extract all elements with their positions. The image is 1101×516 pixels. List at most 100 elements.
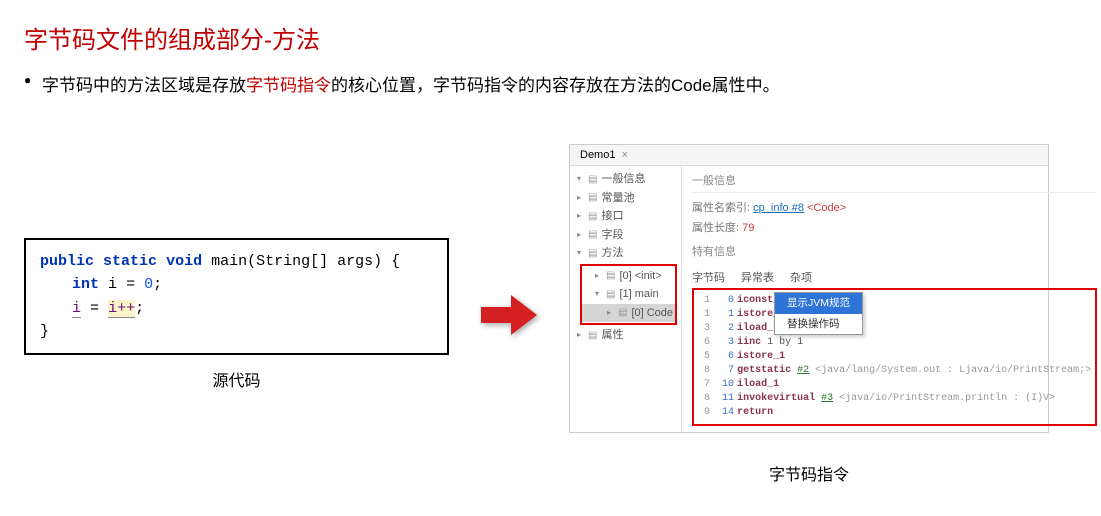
folder-icon: ▤ xyxy=(588,328,597,343)
eq2: = xyxy=(90,300,99,317)
bc-cmt: <java/io/PrintStream.println : (I)V> xyxy=(833,393,1055,404)
var-i-lhs: i xyxy=(72,300,81,318)
semi2: ; xyxy=(135,300,144,317)
bc-op: invokevirtual xyxy=(737,393,815,404)
tree-label: 接口 xyxy=(601,208,623,225)
tree-label: 方法 xyxy=(601,245,623,262)
kw-int: int xyxy=(72,276,99,293)
menu-replace-opcode[interactable]: 替换操作码 xyxy=(775,314,862,335)
tab-bytecode[interactable]: 字节码 xyxy=(692,269,725,285)
bc-ref[interactable]: #2 xyxy=(797,365,809,376)
bc-op: return xyxy=(737,407,773,418)
bc-line-no: 8 xyxy=(700,392,710,406)
bc-line-no: 5 xyxy=(700,350,710,364)
special-info-label: 特有信息 xyxy=(692,243,1097,259)
right-heading: 一般信息 xyxy=(692,172,1097,193)
attr-tag: <Code> xyxy=(807,202,846,214)
folder-icon: ▤ xyxy=(588,190,597,205)
method-name: main xyxy=(211,253,247,270)
attr-len-value: 79 xyxy=(742,222,754,234)
attr-len-label: 属性长度: xyxy=(692,222,739,234)
bc-line-no: 1 xyxy=(700,308,710,322)
content-row: public static void main(String[] args) {… xyxy=(24,144,1077,485)
bc-pc: 10 xyxy=(716,378,734,392)
bc-op: iinc xyxy=(737,337,761,348)
tree-label: 属性 xyxy=(601,327,623,344)
tree-item[interactable]: ▸▤字段 xyxy=(572,226,679,245)
source-caption: 源代码 xyxy=(212,367,260,391)
bullet-highlight: 字节码指令 xyxy=(246,76,331,95)
method-args: (String[] args) { xyxy=(247,253,400,270)
folder-icon: ▤ xyxy=(588,227,597,242)
ide-tab[interactable]: Demo1 × xyxy=(570,145,1048,166)
source-code-block: public static void main(String[] args) {… xyxy=(24,238,449,355)
tree-item[interactable]: ▸▤属性 xyxy=(572,326,679,345)
tree-item[interactable]: ▸▤[0] <init> xyxy=(582,267,675,286)
close-icon[interactable]: × xyxy=(621,149,627,161)
bc-line-no: 8 xyxy=(700,364,710,378)
arrow-icon xyxy=(479,293,539,337)
bc-pc: 2 xyxy=(716,322,734,336)
attr-name-label: 属性名索引: xyxy=(692,202,750,214)
bc-cmt: <java/lang/System.out : Ljava/io/PrintSt… xyxy=(809,365,1091,376)
bullet-pre: 字节码中的方法区域是存放 xyxy=(42,76,246,95)
context-menu[interactable]: 显示JVM规范 替换操作码 xyxy=(774,292,863,335)
bc-op: iload_1 xyxy=(737,379,779,390)
semi1: ; xyxy=(153,276,162,293)
tree-label: [0] <init> xyxy=(619,268,661,285)
folder-icon: ▤ xyxy=(588,172,597,187)
tree-item[interactable]: ▾▤[1] main xyxy=(582,285,675,304)
kw-static: static xyxy=(103,253,157,270)
menu-show-jvm-spec[interactable]: 显示JVM规范 xyxy=(775,293,862,314)
tree-label: [0] Code xyxy=(631,305,673,322)
bc-line-no: 6 xyxy=(700,336,710,350)
folder-icon: ▤ xyxy=(618,305,627,320)
right-tabs: 字节码 异常表 杂项 xyxy=(692,265,1097,289)
bc-pc: 1 xyxy=(716,308,734,322)
folder-icon: ▤ xyxy=(606,287,615,302)
bc-line-no: 9 xyxy=(700,406,710,420)
var-ipp: i++ xyxy=(108,300,135,318)
tree-item[interactable]: ▸▤接口 xyxy=(572,207,679,226)
bc-rest: 1 by 1 xyxy=(761,337,803,348)
bc-ref[interactable]: #3 xyxy=(821,393,833,404)
bc-pc: 11 xyxy=(716,392,734,406)
bytecode-box: 显示JVM规范 替换操作码 1 0iconst_0 1 1istore_1 3 … xyxy=(692,288,1097,426)
bc-pc: 14 xyxy=(716,406,734,420)
tree-label: 常量池 xyxy=(601,190,634,207)
close-brace: } xyxy=(40,320,433,343)
bc-line-no: 7 xyxy=(700,378,710,392)
tree-item[interactable]: ▾▤一般信息 xyxy=(572,170,679,189)
bc-pc: 7 xyxy=(716,364,734,378)
kw-public: public xyxy=(40,253,94,270)
ide-panel: Demo1 × ▾▤一般信息 ▸▤常量池 ▸▤接口 ▸▤字段 ▾▤方法 ▸▤[0… xyxy=(569,144,1049,433)
bc-op: istore_1 xyxy=(737,351,785,362)
cp-info-link[interactable]: cp_info #8 xyxy=(753,202,804,214)
folder-icon: ▤ xyxy=(588,209,597,224)
folder-icon: ▤ xyxy=(606,268,615,283)
bc-line-no: 1 xyxy=(700,294,710,308)
tree-item[interactable]: ▾▤方法 xyxy=(572,244,679,263)
folder-icon: ▤ xyxy=(588,246,597,261)
tree-item[interactable]: ▸▤常量池 xyxy=(572,189,679,208)
bullet-text: 字节码中的方法区域是存放字节码指令的核心位置，字节码指令的内容存放在方法的Cod… xyxy=(42,71,1077,96)
bc-line-no: 3 xyxy=(700,322,710,336)
slide-title: 字节码文件的组成部分-方法 xyxy=(24,20,1077,55)
bytecode-caption: 字节码指令 xyxy=(769,461,849,485)
bc-op: iload_1 xyxy=(737,323,779,334)
num-0: 0 xyxy=(144,276,153,293)
bc-pc: 6 xyxy=(716,350,734,364)
tree-label: [1] main xyxy=(619,286,658,303)
tab-exceptions[interactable]: 异常表 xyxy=(741,269,774,285)
tree-label: 字段 xyxy=(601,227,623,244)
ide-tree: ▾▤一般信息 ▸▤常量池 ▸▤接口 ▸▤字段 ▾▤方法 ▸▤[0] <init>… xyxy=(570,166,682,432)
tab-label: Demo1 xyxy=(580,149,615,161)
bc-op: getstatic xyxy=(737,365,791,376)
tree-label: 一般信息 xyxy=(601,171,645,188)
bullet-post: 的核心位置，字节码指令的内容存放在方法的Code属性中。 xyxy=(331,76,780,95)
ide-right-pane: 一般信息 属性名索引: cp_info #8 <Code> 属性长度: 79 特… xyxy=(682,166,1101,432)
var-i-decl: i xyxy=(108,276,117,293)
bc-pc: 3 xyxy=(716,336,734,350)
tab-misc[interactable]: 杂项 xyxy=(790,269,812,285)
tree-item-selected[interactable]: ▸▤[0] Code xyxy=(582,304,675,323)
